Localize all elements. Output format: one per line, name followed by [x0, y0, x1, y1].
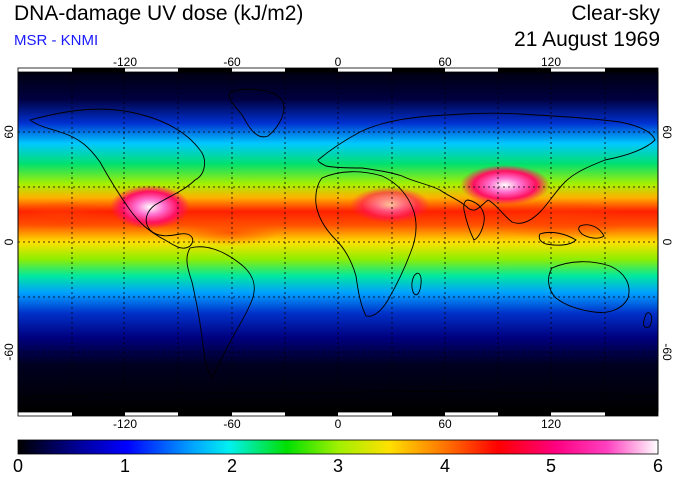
colorbar-label: 4 [439, 456, 451, 476]
date-label: 21 August 1969 [514, 28, 660, 51]
colorbar-label: 0 [12, 456, 24, 476]
source-label: MSR - KNMI [14, 32, 99, 49]
lat-tick-right: -60 [660, 343, 674, 361]
lat-tick-right: 0 [660, 239, 674, 246]
lon-tick-bottom: 120 [541, 417, 561, 431]
colorbar-label: 3 [332, 456, 344, 476]
lon-tick-bottom: 0 [335, 417, 342, 431]
lat-tick-left: -60 [2, 343, 16, 361]
colorbar [17, 439, 659, 455]
sky-condition-label: Clear-sky [571, 2, 660, 25]
lon-tick-top: 60 [438, 55, 452, 69]
colorbar-label: 5 [545, 456, 557, 476]
graticule [18, 72, 658, 412]
lon-tick-top: 120 [541, 55, 561, 69]
lon-tick-bottom: 60 [438, 417, 452, 431]
lat-tick-left: 0 [2, 238, 16, 245]
map-title: DNA-damage UV dose (kJ/m2) [14, 2, 304, 25]
lon-tick-bottom: -60 [223, 417, 241, 431]
lon-tick-bottom: -120 [113, 417, 137, 431]
colorbar-label: 2 [226, 456, 238, 476]
colorbar-label: 1 [119, 456, 131, 476]
lat-tick-left: 60 [2, 125, 16, 139]
lon-tick-top: -120 [113, 55, 137, 69]
lat-tick-right: 60 [660, 125, 674, 139]
lon-tick-top: -60 [223, 55, 241, 69]
colorbar-label: 6 [652, 456, 664, 476]
coastlines [18, 88, 658, 399]
lon-tick-top: 0 [335, 55, 342, 69]
map-frame-edge [17, 67, 659, 417]
